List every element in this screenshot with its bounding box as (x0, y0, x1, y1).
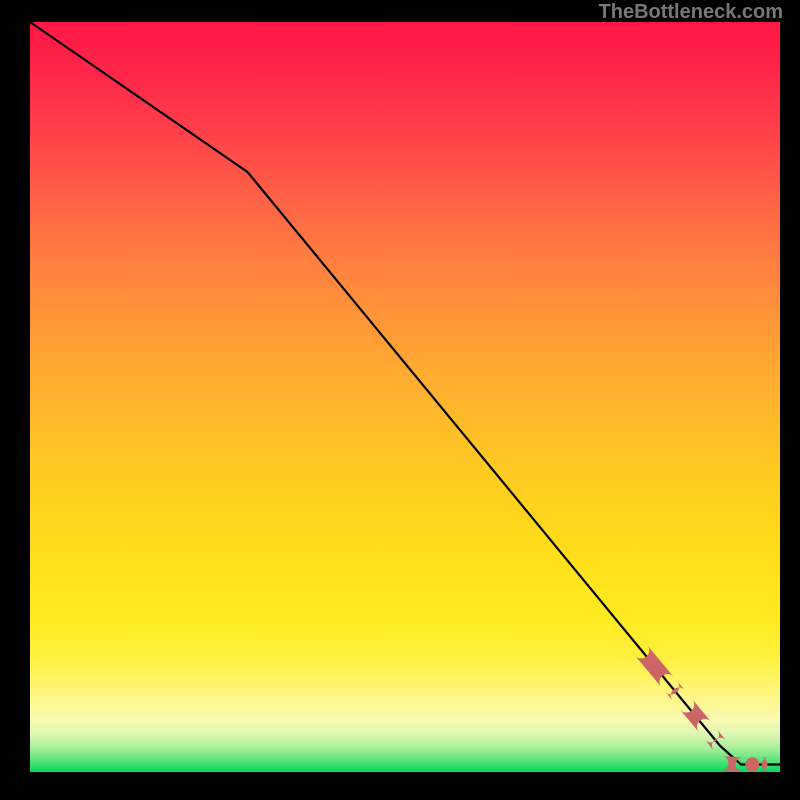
chart-container: { "canvas": { "width": 800, "height": 80… (0, 0, 800, 800)
watermark-text: TheBottleneck.com (599, 1, 783, 24)
bottleneck-chart (0, 0, 800, 800)
plot-background (30, 22, 780, 772)
marker-5 (745, 758, 759, 772)
